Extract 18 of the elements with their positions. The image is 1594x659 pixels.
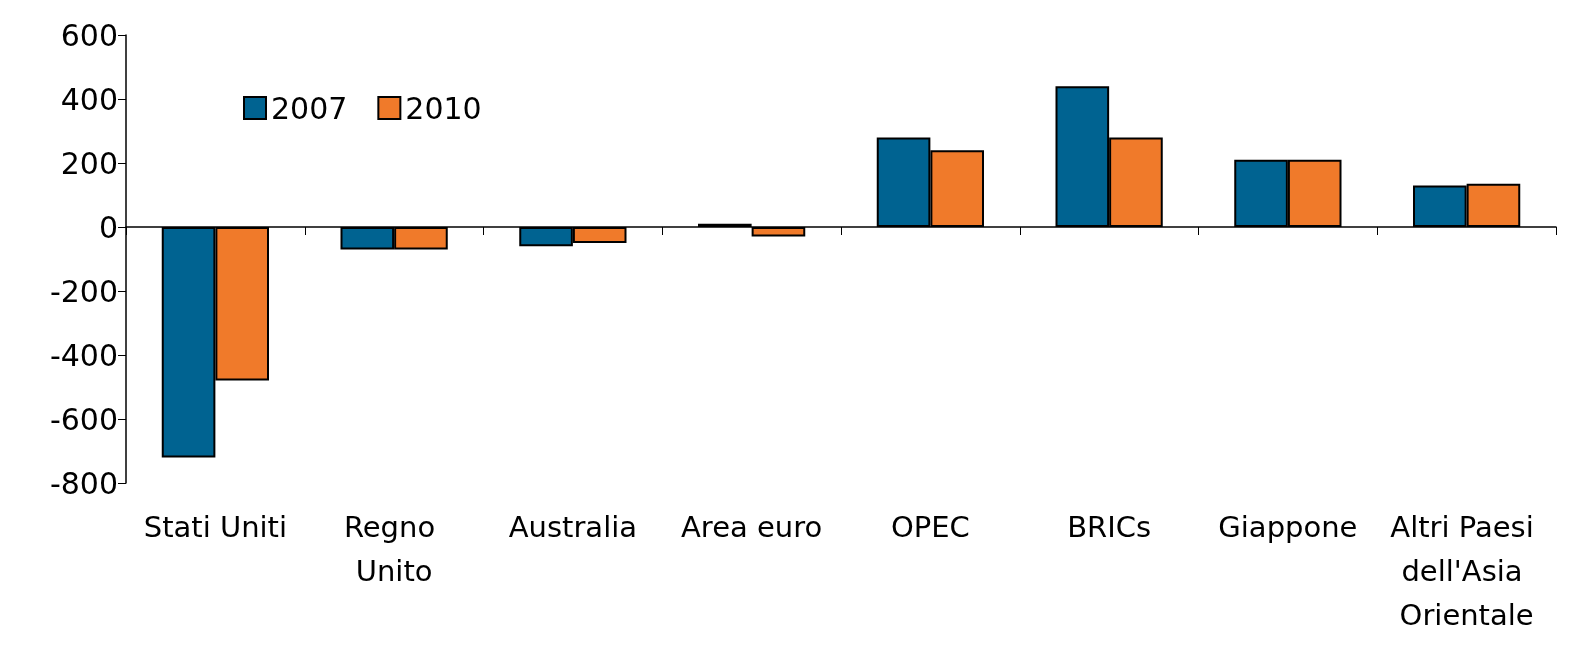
y-tick-label: 0 [98, 209, 118, 245]
y-tick-label: -800 [49, 465, 118, 501]
legend-label: 2007 [271, 90, 348, 126]
y-tick-label: -200 [49, 273, 118, 309]
x-tick-label: Area euro [681, 510, 823, 544]
x-tick-label: Altri Paesi dell'Asia Orientale [1390, 510, 1543, 632]
x-tick-label: Australia [508, 510, 638, 544]
y-tick-label: 600 [60, 17, 118, 53]
x-tick-label: OPEC [890, 510, 970, 544]
legend-label: 2010 [405, 90, 482, 126]
x-tick-label: Stati Uniti [143, 510, 288, 544]
y-tick-label: -400 [49, 337, 118, 373]
y-tick-label: 200 [60, 145, 118, 181]
x-tick-label: Regno Unito [343, 510, 445, 588]
y-tick-label: 400 [60, 81, 118, 117]
x-tick-label: Giappone [1218, 510, 1358, 544]
y-tick-label: -600 [49, 401, 118, 437]
x-tick-label: BRICs [1067, 510, 1152, 544]
